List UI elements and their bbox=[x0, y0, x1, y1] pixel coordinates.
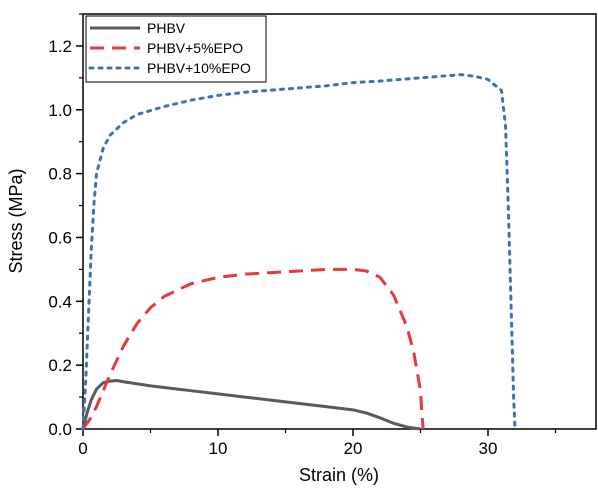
x-tick-label: 10 bbox=[209, 439, 228, 458]
series-layer bbox=[81, 73, 517, 431]
legend-label: PHBV bbox=[147, 20, 186, 36]
y-tick-label: 0.2 bbox=[48, 356, 72, 375]
plot-frame bbox=[82, 13, 597, 430]
x-tick-label: 30 bbox=[479, 439, 498, 458]
y-tick-label: 0.6 bbox=[48, 228, 72, 247]
x-tick-label: 0 bbox=[78, 439, 87, 458]
y-axis-ticks: 0.0 0.2 0.4 0.6 0.8 1.0 1.2 bbox=[48, 13, 83, 439]
legend-label: PHBV+5%EPO bbox=[147, 40, 243, 56]
y-tick-label: 0.4 bbox=[48, 292, 72, 311]
legend: PHBV PHBV+5%EPO PHBV+10%EPO bbox=[85, 15, 267, 83]
y-tick-label: 1.0 bbox=[48, 101, 72, 120]
y-tick-label: 1.2 bbox=[48, 37, 72, 56]
series-line-phbv bbox=[81, 378, 421, 431]
series-line-phbv-5-epo bbox=[81, 267, 425, 430]
x-axis-title: Strain (%) bbox=[299, 465, 379, 485]
y-tick-label: 0.8 bbox=[48, 165, 72, 184]
y-axis-title: Stress (MPa) bbox=[6, 168, 26, 273]
y-tick-label: 0.0 bbox=[48, 420, 72, 439]
x-axis-ticks: 0 10 20 30 bbox=[78, 429, 557, 458]
x-tick-label: 20 bbox=[344, 439, 363, 458]
series-line-phbv-10-epo bbox=[81, 73, 517, 431]
legend-label: PHBV+10%EPO bbox=[147, 60, 251, 76]
